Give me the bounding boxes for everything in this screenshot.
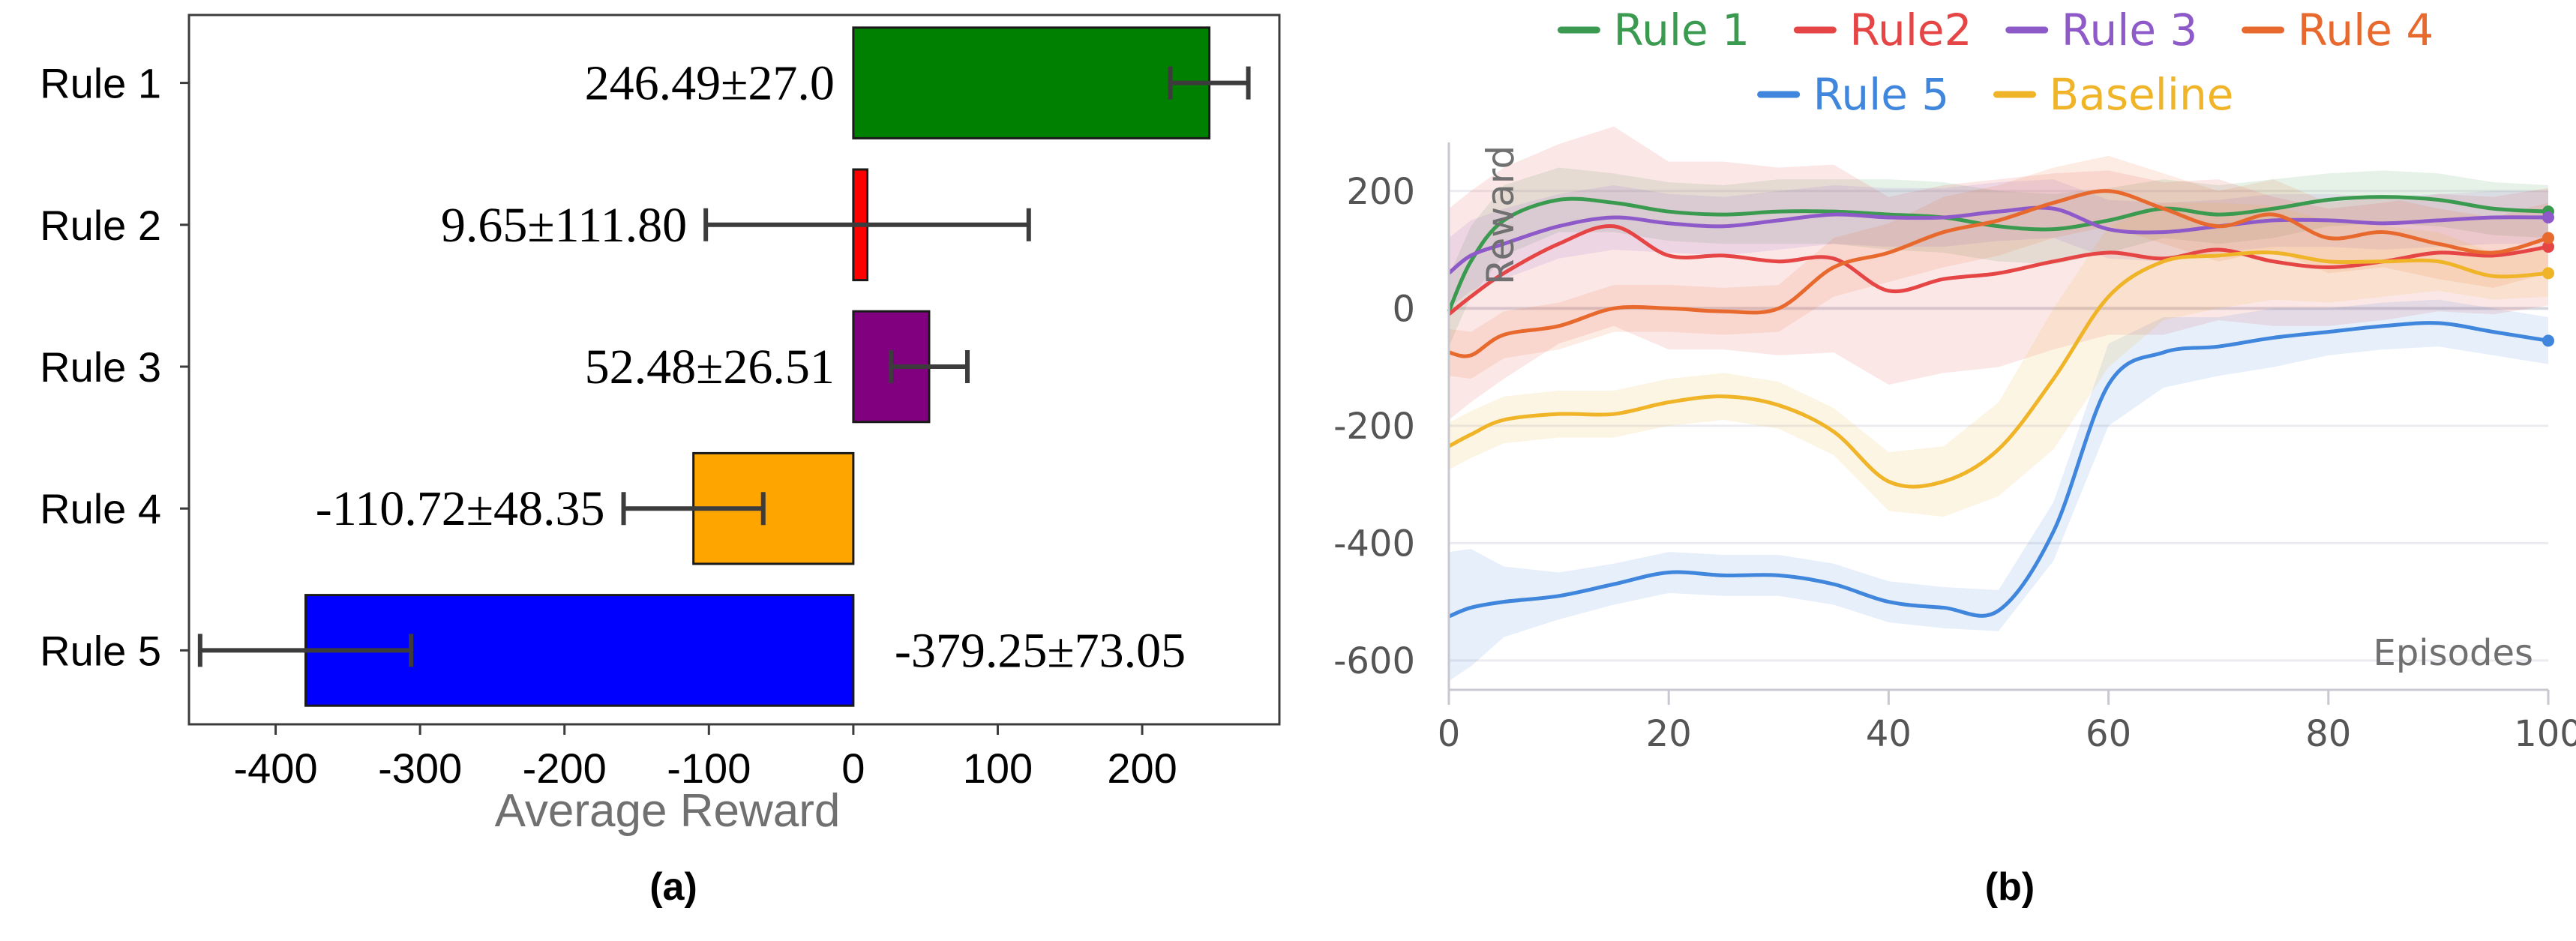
line-rule-5 — [1448, 321, 2549, 619]
y-tick-label: Rule 5 — [40, 627, 161, 674]
panel-a-error-bars — [197, 66, 1251, 667]
line-baseline — [1447, 250, 2549, 489]
y-tick-label: Rule 2 — [40, 202, 161, 249]
legend-label: Baseline — [2050, 69, 2234, 120]
panel-b-y-axis: -600 -400 -200 0 200 — [1333, 171, 1415, 682]
data-label: -379.25±73.05 — [895, 623, 1186, 678]
legend-item-baseline: Baseline — [1993, 69, 2234, 120]
x-tick-label: -100 — [667, 745, 751, 792]
legend-item-rule-3: Rule 3 — [2005, 4, 2198, 55]
y-tick-label: Rule 4 — [40, 485, 161, 532]
band-rule-4 — [1449, 155, 2548, 379]
panel-b-caption: (b) — [1985, 865, 2035, 909]
panel-b-y-axis-label: Reward — [1479, 145, 1522, 285]
x-tick-label: 200 — [1107, 745, 1177, 792]
x-tick-label: 80 — [2305, 713, 2351, 755]
endpoint-rule-5 — [2542, 334, 2554, 347]
error-bar-rule-3 — [888, 350, 970, 383]
endpoint-rule-3 — [2542, 211, 2554, 223]
band-baseline — [1449, 202, 2548, 517]
endpoint-rule2 — [2542, 241, 2554, 253]
panel-b-x-axis: 0 20 40 60 80 100 — [1438, 690, 2576, 755]
x-tick-label: 0 — [1438, 713, 1461, 755]
line-rule2 — [1447, 224, 2549, 316]
legend-item-rule-1: Rule 1 — [1557, 4, 1750, 55]
legend-label: Rule 4 — [2298, 4, 2434, 55]
line-rule-4 — [1448, 189, 2549, 358]
x-tick-label: -300 — [378, 745, 462, 792]
legend-item-rule-4: Rule 4 — [2242, 4, 2434, 55]
x-tick-label: 100 — [2514, 713, 2576, 755]
x-tick-label: 0 — [841, 745, 865, 792]
panel-b-series-endpoints — [2542, 205, 2554, 347]
band-rule-1 — [1449, 167, 2548, 347]
x-tick-label: 20 — [1646, 713, 1692, 755]
x-tick-label: 60 — [2086, 713, 2131, 755]
y-tick-label: -200 — [1333, 406, 1415, 448]
panel-b-line-chart: -600 -400 -200 0 200 0 20 40 60 80 100 Reward Epi… — [1333, 4, 2576, 909]
bar-rule-1 — [852, 26, 1211, 139]
legend-item-rule2: Rule2 — [1793, 4, 1972, 55]
error-bar-rule-4 — [621, 492, 766, 526]
legend-label: Rule 5 — [1813, 69, 1950, 120]
data-label: 9.65±111.80 — [441, 198, 687, 253]
panel-a-bars — [304, 26, 1211, 707]
y-tick-label: 0 — [1392, 288, 1415, 330]
panel-b-confidence-bands — [1449, 126, 2548, 682]
x-tick-label: 40 — [1866, 713, 1912, 755]
error-bar-rule-1 — [1168, 66, 1251, 100]
x-tick-label: -400 — [234, 745, 318, 792]
y-tick-label: Rule 1 — [40, 60, 161, 107]
panel-a-caption: (a) — [649, 865, 697, 909]
line-rule-1 — [1447, 195, 2549, 313]
panel-b-series-lines — [1447, 189, 2549, 619]
data-label: -110.72±48.35 — [316, 481, 605, 536]
y-tick-label: -400 — [1333, 523, 1415, 565]
endpoint-rule-4 — [2542, 232, 2554, 244]
y-tick-label: -600 — [1333, 640, 1415, 682]
x-tick-label: -200 — [523, 745, 607, 792]
data-label: 52.48±26.51 — [585, 340, 835, 394]
legend-label: Rule 3 — [2062, 4, 2198, 55]
band-rule-5 — [1449, 299, 2548, 682]
legend-label: Rule2 — [1849, 4, 1972, 55]
panel-a-x-axis-label: Average Reward — [495, 785, 841, 837]
panel-a-data-labels: 246.49±27.0 9.65±111.80 52.48±26.51 -110.72… — [316, 56, 1186, 679]
error-bar-rule-5 — [197, 634, 414, 667]
panel-b-grid — [1449, 190, 2548, 662]
band-rule-3 — [1449, 179, 2548, 309]
panel-b-axes — [1447, 142, 2548, 691]
panel-a-x-axis: -400 -300 -200 -100 0 100 200 — [234, 724, 1177, 792]
panel-a-y-axis: Rule 1 Rule 2 Rule 3 Rule 4 Rule 5 — [40, 60, 189, 674]
data-label: 246.49±27.0 — [585, 56, 835, 111]
line-rule-3 — [1447, 205, 2549, 275]
legend-item-rule-5: Rule 5 — [1757, 69, 1950, 120]
panel-b-x-axis-label: Episodes — [2373, 632, 2533, 674]
panel-b-legend: Rule 1 Rule2 Rule 3 Rule 4 Rule 5 Baseline — [1557, 4, 2434, 120]
legend-label: Rule 1 — [1613, 4, 1750, 55]
endpoint-baseline — [2542, 267, 2554, 280]
y-tick-label: 200 — [1346, 171, 1415, 213]
error-bar-rule-2 — [703, 208, 1031, 241]
x-tick-label: 100 — [963, 745, 1033, 792]
y-tick-label: Rule 3 — [40, 343, 161, 391]
